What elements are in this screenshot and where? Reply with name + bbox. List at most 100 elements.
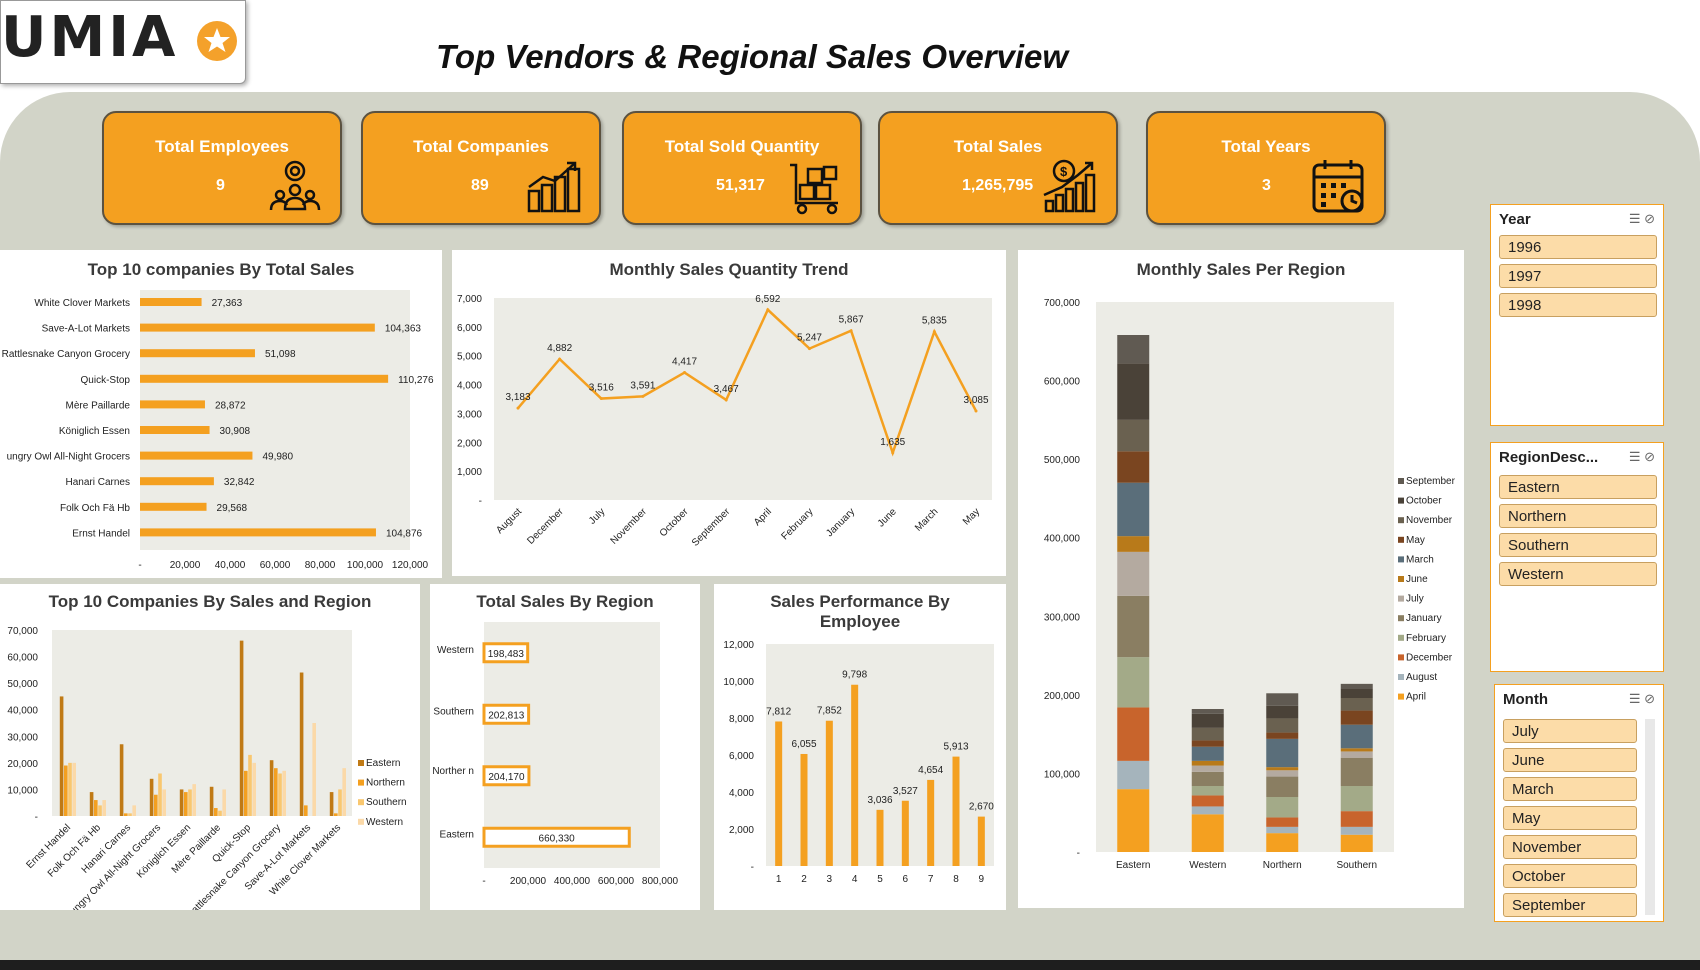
data-point [683,371,687,375]
slicer-item-eastern[interactable]: Eastern [1499,475,1657,499]
stacked-segment [1117,536,1150,552]
category-label: Southern [1336,860,1377,871]
category-label: Folk Och Fä Hb [46,822,104,880]
legend-swatch [1398,615,1404,622]
data-label: 4,654 [918,765,943,776]
legend-label: Western [366,817,403,828]
data-point [932,330,936,334]
bar [239,640,244,816]
bar [98,805,102,816]
legend-swatch [358,779,364,786]
slicer-item-1996[interactable]: 1996 [1499,235,1657,259]
category-label: 2 [801,874,807,885]
legend-label: September [1406,476,1456,487]
legend-swatch [358,760,364,766]
stacked-segment [1266,833,1299,852]
stacked-segment [1191,740,1224,747]
legend-swatch [1398,517,1404,524]
stacked-segment [1266,693,1299,706]
data-label: 5,247 [797,333,822,344]
tick-label: 10,000 [723,677,754,688]
multi-select-icon[interactable]: ☰ [1628,691,1641,706]
bar [312,723,316,816]
legend-label: March [1406,554,1434,565]
clear-filter-icon[interactable]: ⊘ [1644,211,1655,226]
tick-label: 6,000 [729,751,754,762]
data-label: 202,813 [488,710,525,721]
kpi-value: 1,265,795 [962,177,1034,194]
bar [140,528,376,537]
tick-label: 10,000 [7,785,38,796]
multi-select-icon[interactable]: ☰ [1628,449,1641,464]
bar [482,826,631,848]
category-label: Folk Och Fä Hb [60,503,130,514]
bar [119,744,124,816]
legend-swatch [1398,536,1404,543]
tick-label: - [35,812,38,823]
multi-select-icon[interactable]: ☰ [1628,211,1641,226]
bar [278,773,282,816]
tick-label: 100,000 [347,560,384,571]
data-label: 5,867 [839,315,864,326]
clear-filter-icon[interactable]: ⊘ [1644,449,1655,464]
clear-filter-icon[interactable]: ⊘ [1644,691,1655,706]
kpi-value: 89 [471,177,489,194]
slicer-item-1997[interactable]: 1997 [1499,264,1657,288]
category-label: Western [437,645,474,656]
legend-label: Northern [366,778,405,789]
category-label: Königlich Essen [135,822,193,880]
stacked-segment [1266,738,1299,768]
category-label: Southern [433,706,474,717]
bar [248,754,252,816]
slicer-item-october[interactable]: October [1503,864,1637,888]
tick-label: 20,000 [170,560,201,571]
bar [222,789,226,816]
bar [927,779,935,866]
category-label: Eastern [440,829,474,840]
bar [269,760,274,816]
monthly-qty-panel: Monthly Sales Quantity Trend - 1,000 2,000… [452,250,1006,576]
slicer-item-may[interactable]: May [1503,806,1637,830]
kpi-card-total-years: Total Years 3 [1146,111,1386,225]
slicer-item-southern[interactable]: Southern [1499,533,1657,557]
stacked-segment [1340,698,1373,711]
slicer-item-western[interactable]: Western [1499,562,1657,586]
slicer-title: Year [1499,211,1531,228]
category-label: Save-A-Lot Markets [42,324,130,335]
stacked-segment [1340,688,1373,698]
stacked-segment [1340,683,1373,689]
tick-label: 40,000 [7,706,38,717]
data-label: 6,592 [755,294,780,305]
legend-label: Southern [366,797,407,808]
data-label: 3,183 [505,392,530,403]
legend-swatch [1398,654,1404,661]
stacked-segment [1191,760,1224,766]
bar [825,720,833,866]
legend-label: August [1406,672,1437,683]
slicer-item-june[interactable]: June [1503,748,1637,772]
slicer-item-1998[interactable]: 1998 [1499,293,1657,317]
tick-label: 80,000 [305,560,336,571]
scrollbar[interactable] [1645,719,1655,915]
category-label: White Clover Markets [34,298,130,309]
category-label: Norther n [432,766,474,777]
category-label: 3 [827,874,833,885]
slicer-item-september[interactable]: September [1503,893,1637,917]
stacked-segment [1117,707,1150,761]
bar [188,789,192,816]
slicer-item-march[interactable]: March [1503,777,1637,801]
data-point [807,347,811,351]
category-label: 5 [877,874,883,885]
legend-swatch [1398,497,1404,504]
monthly-qty-chart: - 1,000 2,000 3,000 4,000 5,000 6,000 7,000 3,18… [457,294,992,549]
tick-label: 120,000 [392,560,429,571]
bar [304,805,308,816]
slicer-item-november[interactable]: November [1503,835,1637,859]
legend-label: November [1406,515,1453,526]
category-label: Western [1189,860,1226,871]
slicer-item-july[interactable]: July [1503,719,1637,743]
stacked-segment [1117,760,1150,790]
kpi-value: 3 [1262,177,1271,194]
slicer-item-northern[interactable]: Northern [1499,504,1657,528]
stacked-segment [1340,811,1373,827]
